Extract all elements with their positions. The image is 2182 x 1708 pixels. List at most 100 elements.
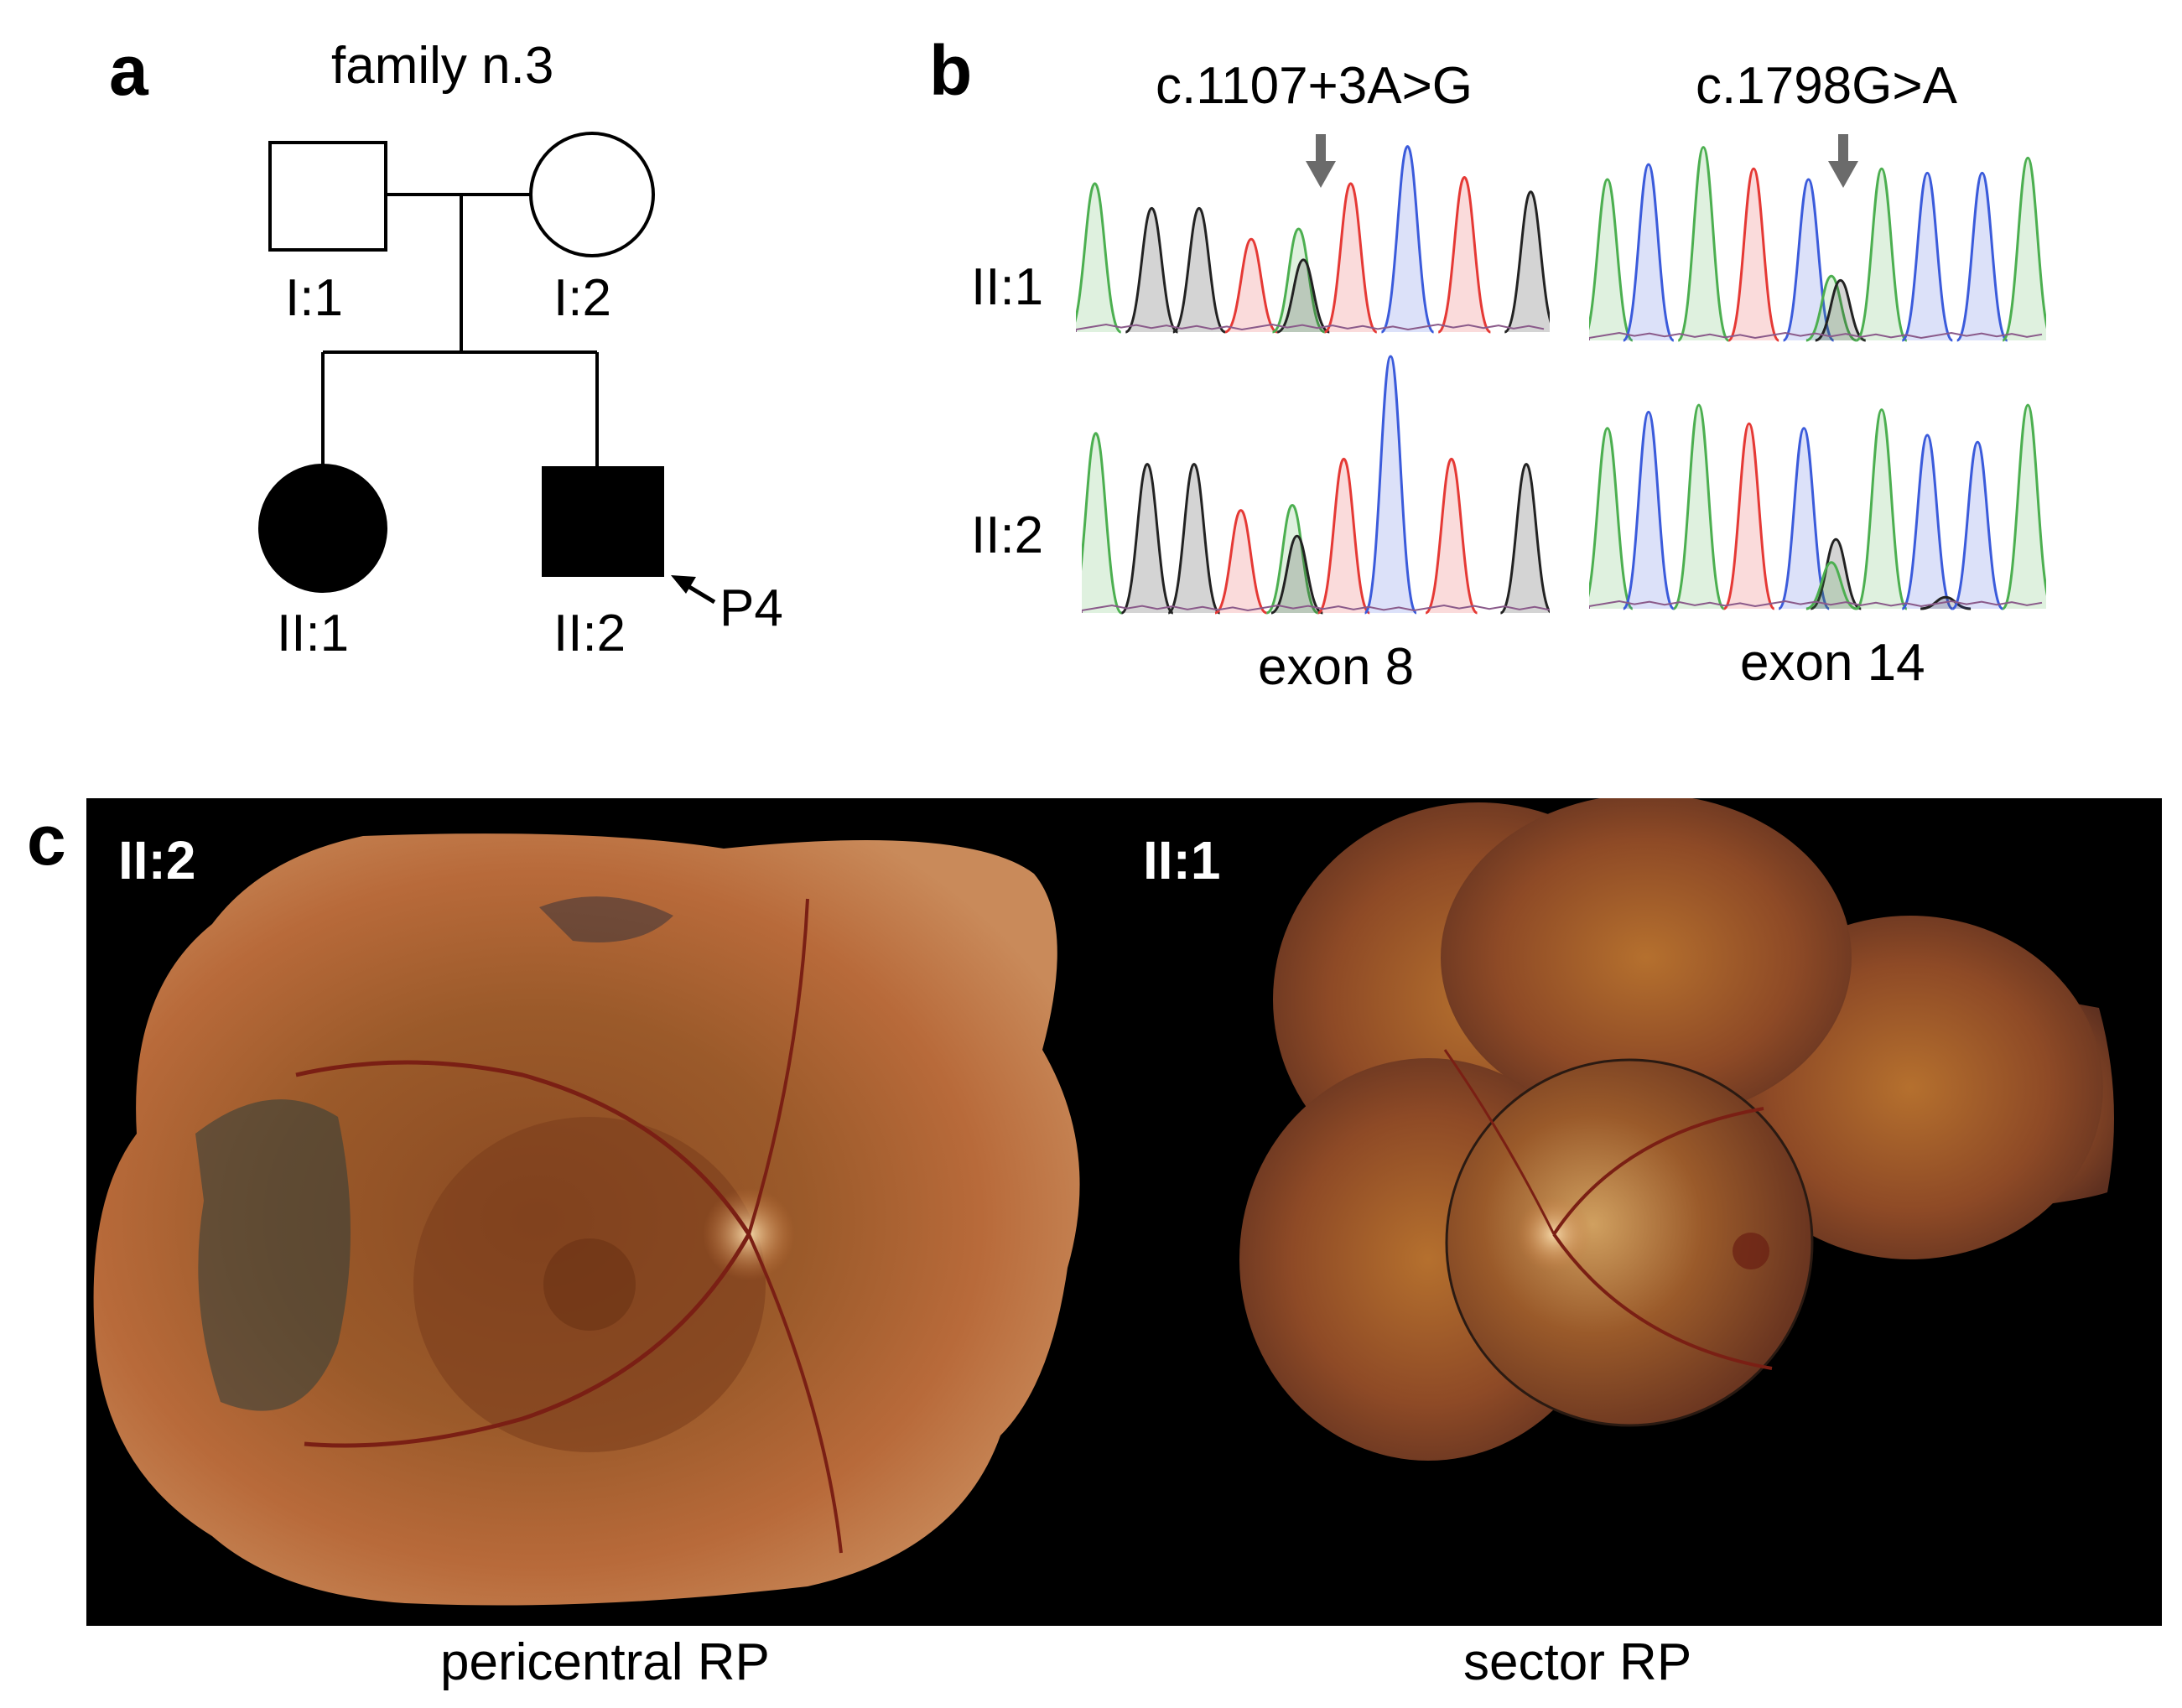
trace-peak-fill — [1723, 423, 1774, 609]
individual-II2-symbol — [542, 466, 664, 577]
label-I2: I:2 — [553, 269, 611, 327]
trace-baseline — [1082, 604, 1550, 613]
chromatogram-II2-exon14 — [1589, 403, 2046, 610]
trace-peak-fill — [1317, 459, 1370, 613]
trace-peak-fill — [1364, 356, 1416, 613]
trace-peak-fill — [1224, 239, 1278, 332]
trace-peak-G — [1810, 537, 1862, 610]
row-label-II1: II:1 — [971, 258, 1044, 316]
trace-peak-A — [2001, 156, 2046, 342]
trace-peak-A — [2001, 403, 2046, 610]
mutation-arrow-exon14-icon — [1828, 134, 1858, 188]
trace-peak-T — [1425, 457, 1478, 615]
trace-peak-fill — [1272, 229, 1325, 332]
individual-II1-symbol — [258, 464, 387, 593]
trace-peak-fill — [1673, 405, 1724, 609]
chromatogram-II1-exon8 — [1076, 145, 1550, 334]
trace-peak-C — [1379, 145, 1436, 334]
trace-peak-T — [1224, 237, 1278, 334]
trace-peak-A — [1855, 167, 1909, 342]
trace-peak-G — [1815, 278, 1867, 342]
trace-peak-fill — [1678, 147, 1729, 340]
trace-peak-A — [1676, 146, 1730, 342]
exon-right-label: exon 14 — [1740, 634, 1925, 692]
trace-baseline — [1589, 600, 2043, 609]
trace-peak-fill — [1805, 562, 1857, 609]
trace-peak-C — [1622, 410, 1675, 610]
trace-peak-fill — [1125, 208, 1178, 332]
proband-arrow-head — [671, 575, 696, 594]
row-label-II2: II:2 — [971, 506, 1044, 564]
trace-peak-T — [1437, 175, 1492, 334]
trace-peak-G — [1125, 206, 1179, 334]
individual-I1-symbol — [268, 141, 387, 252]
panel-b-letter: b — [929, 31, 973, 110]
trace-peak-G — [1172, 206, 1226, 334]
trace-peak-fill — [1856, 169, 1907, 340]
trace-peak-fill — [1783, 179, 1834, 340]
trace-peak-G — [1920, 595, 1972, 610]
trace-peak-A — [1265, 503, 1319, 615]
trace-peak-C — [1900, 171, 1954, 342]
trace-peak-fill — [1324, 183, 1377, 332]
trace-peak-A — [1271, 227, 1326, 334]
trace-peak-A — [1805, 561, 1857, 610]
variant-right-label: c.1798G>A — [1696, 57, 1957, 115]
trace-peak-C — [1364, 355, 1418, 615]
trace-peak-A — [1855, 408, 1909, 610]
trace-peak-fill — [1623, 164, 1674, 340]
trace-peak-C — [1956, 171, 2009, 342]
label-II2: II:2 — [553, 605, 626, 662]
individual-I2-symbol — [529, 132, 655, 257]
trace-peak-fill — [1438, 177, 1491, 332]
variant-left-label: c.1107+3A>G — [1156, 57, 1473, 115]
trace-peak-A — [1589, 178, 1634, 342]
trace-peak-fill — [1811, 539, 1862, 609]
proband-label: P4 — [720, 579, 783, 637]
chromatogram-II1-exon14 — [1589, 146, 2046, 342]
trace-baseline — [1076, 323, 1545, 332]
trace-peak-fill — [1266, 505, 1318, 613]
pedigree-diagram — [258, 132, 716, 605]
trace-peak-G — [1504, 190, 1550, 334]
fundus-panel: II:2 II:1 — [86, 798, 2162, 1626]
trace-peak-fill — [1172, 208, 1225, 332]
label-II1: II:1 — [277, 605, 350, 662]
exon-left-label: exon 8 — [1258, 638, 1415, 696]
trace-peak-fill — [1500, 464, 1550, 613]
trace-peak-A — [1082, 432, 1123, 615]
trace-peak-fill — [1426, 459, 1478, 613]
trace-peak-C — [1951, 440, 2004, 610]
trace-peak-fill — [1082, 433, 1122, 613]
trace-peak-fill — [1270, 536, 1323, 613]
panel-a-letter: a — [109, 31, 148, 110]
trace-peak-fill — [1121, 464, 1173, 613]
trace-peak-fill — [1277, 259, 1330, 332]
trace-peak-A — [1672, 403, 1726, 610]
trace-peak-fill — [1168, 464, 1220, 613]
fundus-right-label: II:1 — [1143, 830, 1221, 890]
trace-peak-fill — [1779, 428, 1830, 609]
trace-peak-T — [1727, 167, 1780, 342]
trace-peak-fill — [1952, 442, 2003, 609]
trace-baseline — [1589, 331, 2043, 340]
trace-peak-fill — [1815, 280, 1866, 340]
label-I1: I:1 — [285, 269, 343, 327]
panel-c-letter: c — [27, 801, 66, 880]
trace-peak-G — [1167, 463, 1221, 615]
trace-peak-T — [1214, 509, 1268, 615]
fundus-montage-II2 — [93, 833, 1080, 1606]
trace-peak-fill — [1728, 169, 1779, 340]
trace-peak-fill — [1902, 435, 1953, 609]
trace-peak-G — [1499, 463, 1550, 615]
trace-peak-T — [1317, 457, 1371, 615]
trace-peak-T — [1323, 182, 1378, 334]
pedigree-title: family n.3 — [331, 37, 554, 95]
trace-peak-fill — [1623, 412, 1674, 609]
trace-peak-A — [1076, 182, 1122, 334]
trace-peak-fill — [1856, 409, 1907, 609]
trace-peak-G — [1270, 534, 1323, 615]
trace-peak-C — [1900, 433, 1954, 610]
mutation-arrow-exon8-icon — [1306, 134, 1336, 188]
trace-peak-A — [1805, 274, 1857, 342]
